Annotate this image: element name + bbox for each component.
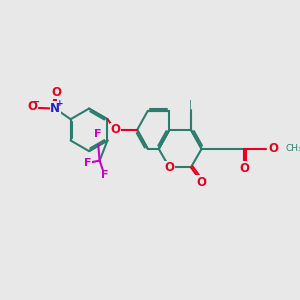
Text: O: O — [196, 176, 206, 189]
Text: N: N — [50, 102, 60, 115]
Text: F: F — [94, 129, 102, 139]
Text: +: + — [56, 99, 64, 108]
Text: O: O — [27, 100, 37, 113]
Text: O: O — [110, 123, 120, 136]
Text: O: O — [239, 162, 249, 175]
Text: O: O — [164, 161, 174, 174]
Text: |: | — [189, 100, 192, 109]
Text: F: F — [101, 170, 108, 180]
Text: O: O — [52, 86, 61, 99]
Text: O: O — [269, 142, 279, 155]
Text: F: F — [84, 158, 92, 168]
Text: CH₃: CH₃ — [285, 144, 300, 153]
Text: −: − — [32, 97, 40, 107]
